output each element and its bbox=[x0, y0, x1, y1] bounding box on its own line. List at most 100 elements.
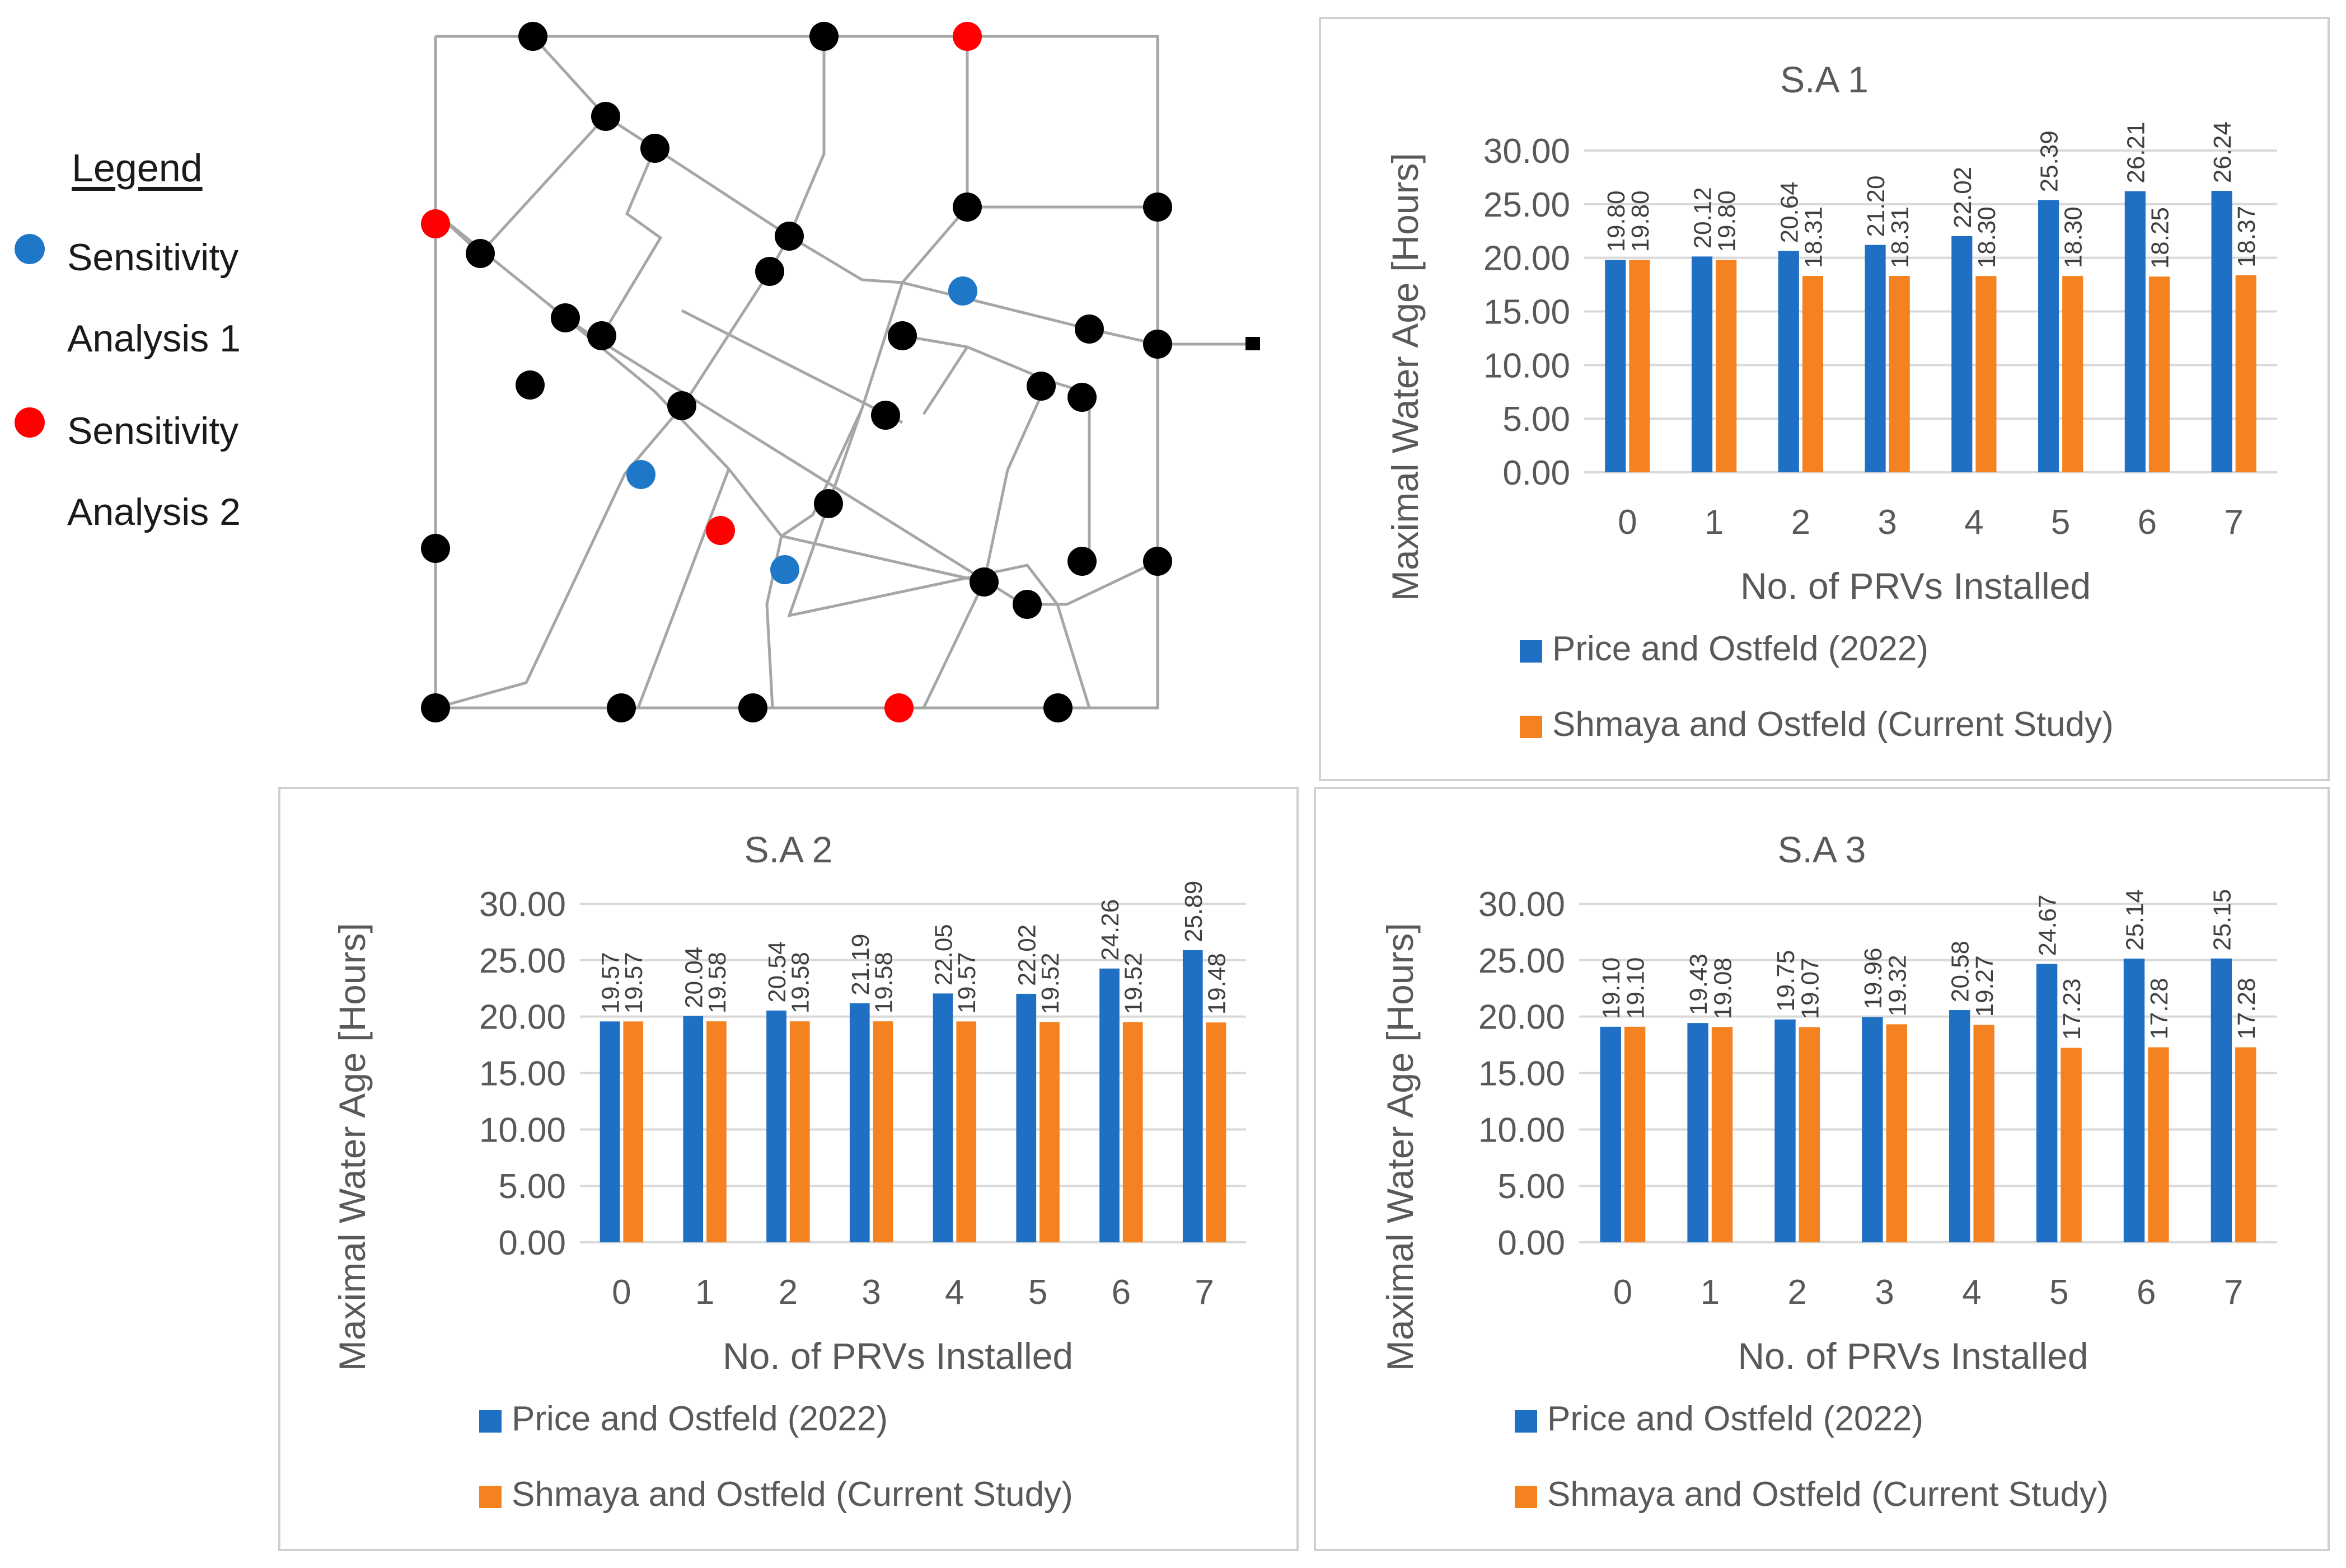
legend-entry: Shmaya and Ostfeld (Current Study) bbox=[1515, 1475, 2109, 1514]
bar-price-ostfeld bbox=[1951, 236, 1973, 472]
legend-swatch-icon bbox=[1515, 1485, 1537, 1508]
data-label: 22.02 bbox=[1949, 167, 1977, 228]
y-axis-label: Maximal Water Age [Hours] bbox=[1379, 923, 1421, 1371]
data-label: 20.04 bbox=[680, 947, 708, 1008]
legend-entry: Price and Ostfeld (2022) bbox=[479, 1399, 888, 1439]
legend-swatch-icon bbox=[479, 1410, 502, 1433]
y-tick-label: 15.00 bbox=[479, 1055, 566, 1093]
junction-node bbox=[1075, 314, 1104, 344]
blue-dot-icon bbox=[15, 234, 45, 264]
bar-shmaya-ostfeld bbox=[1122, 1022, 1143, 1242]
data-label: 19.57 bbox=[620, 952, 648, 1013]
network-nodes bbox=[421, 22, 1172, 722]
junction-node bbox=[640, 134, 669, 163]
data-label: 19.57 bbox=[597, 952, 625, 1013]
x-tick-label: 0 bbox=[612, 1273, 631, 1312]
x-tick-label: 0 bbox=[1618, 503, 1637, 542]
data-label: 19.10 bbox=[1622, 957, 1650, 1019]
data-label: 17.28 bbox=[2233, 978, 2260, 1039]
chart-title: S.A 3 bbox=[1777, 829, 1866, 870]
data-label: 19.48 bbox=[1203, 953, 1230, 1015]
data-label: 20.12 bbox=[1689, 187, 1717, 248]
bar-shmaya-ostfeld bbox=[706, 1021, 727, 1242]
legend-entry: Shmaya and Ostfeld (Current Study) bbox=[1520, 705, 2114, 744]
legend-title: Legend bbox=[72, 146, 203, 190]
pipe-j bbox=[765, 407, 864, 708]
x-tick-label: 4 bbox=[1964, 503, 1983, 542]
data-label: 19.27 bbox=[1971, 955, 1998, 1017]
bar-price-ostfeld bbox=[1099, 968, 1120, 1242]
junction-node bbox=[421, 534, 450, 563]
x-tick-label: 2 bbox=[1791, 503, 1810, 542]
data-label: 18.30 bbox=[2060, 206, 2087, 268]
legend-entry: Shmaya and Ostfeld (Current Study) bbox=[479, 1475, 1073, 1514]
data-label: 22.02 bbox=[1013, 924, 1041, 986]
data-label: 25.15 bbox=[2208, 889, 2236, 951]
sensitivity-2-node bbox=[706, 516, 735, 545]
data-label: 19.58 bbox=[787, 952, 814, 1013]
chart-panel-sa2: S.A 2 0.00 5.00 10.00 15.00 20.00 25.00 30.00 19… bbox=[278, 787, 1299, 1551]
bar-price-ostfeld bbox=[1949, 1010, 1970, 1242]
data-label: 26.21 bbox=[2122, 122, 2150, 184]
bar-shmaya-ostfeld bbox=[1975, 276, 1997, 472]
data-label: 25.14 bbox=[2121, 889, 2148, 951]
bar-price-ostfeld bbox=[2211, 191, 2232, 472]
x-axis-label: No. of PRVs Installed bbox=[1740, 565, 2091, 607]
reservoir-icon bbox=[1245, 337, 1260, 350]
bar-shmaya-ostfeld bbox=[1716, 260, 1737, 472]
chart-panel-sa3: S.A 3 0.00 5.00 10.00 15.00 20.00 25.00 30.00 19… bbox=[1314, 787, 2330, 1551]
data-label: 19.52 bbox=[1120, 952, 1148, 1014]
sensitivity-2-node bbox=[953, 22, 982, 51]
data-label: 19.80 bbox=[1627, 190, 1654, 252]
data-label: 19.08 bbox=[1710, 957, 1737, 1019]
data-label: 26.24 bbox=[2209, 121, 2236, 183]
legend-label-line2: Analysis 2 bbox=[67, 491, 241, 533]
pipe-diagonal-1 bbox=[532, 35, 1158, 346]
x-tick-label: 6 bbox=[2137, 1273, 2156, 1312]
junction-node bbox=[888, 321, 917, 350]
y-tick-label: 15.00 bbox=[1483, 293, 1570, 332]
y-tick-label: 20.00 bbox=[479, 998, 566, 1037]
bar-shmaya-ostfeld bbox=[2148, 1047, 2169, 1242]
junction-node bbox=[1027, 372, 1056, 401]
sensitivity-1-node bbox=[948, 276, 977, 306]
junction-node bbox=[1067, 547, 1097, 576]
bar-price-ostfeld bbox=[766, 1010, 786, 1242]
bar-price-ostfeld bbox=[2124, 191, 2146, 472]
bar-price-ostfeld bbox=[1687, 1023, 1708, 1242]
data-label: 18.31 bbox=[1886, 206, 1914, 268]
y-tick-label: 0.00 bbox=[1502, 454, 1570, 492]
bar-chart: 0.005.0010.0015.0020.0025.0030.0019.8019… bbox=[1483, 121, 2277, 542]
data-label: 18.30 bbox=[1973, 206, 2001, 268]
data-label: 18.25 bbox=[2146, 207, 2174, 269]
y-tick-label: 5.00 bbox=[1497, 1167, 1565, 1206]
data-label: 19.10 bbox=[1598, 957, 1625, 1019]
legend-swatch-icon bbox=[1520, 640, 1542, 663]
y-tick-label: 0.00 bbox=[498, 1224, 566, 1262]
junction-node bbox=[587, 321, 616, 350]
data-label: 19.80 bbox=[1713, 190, 1741, 252]
y-tick-label: 0.00 bbox=[1497, 1224, 1565, 1262]
x-axis-label: No. of PRVs Installed bbox=[723, 1335, 1074, 1377]
red-dot-icon bbox=[15, 407, 45, 438]
pipe-i bbox=[636, 468, 731, 708]
x-axis-label: No. of PRVs Installed bbox=[1738, 1335, 2089, 1377]
bar-shmaya-ostfeld bbox=[873, 1021, 893, 1242]
pipe-network-diagram bbox=[421, 22, 1260, 722]
bar-shmaya-ostfeld bbox=[2235, 1047, 2256, 1242]
y-tick-label: 30.00 bbox=[479, 885, 566, 924]
junction-node bbox=[518, 22, 547, 51]
legend-swatch-icon bbox=[479, 1485, 502, 1508]
bar-shmaya-ostfeld bbox=[956, 1021, 977, 1242]
junction-node bbox=[516, 370, 545, 400]
data-label: 19.80 bbox=[1603, 190, 1630, 252]
sensitivity-1-node bbox=[626, 460, 655, 489]
junction-node bbox=[809, 22, 839, 51]
x-tick-label: 5 bbox=[2049, 1273, 2068, 1312]
sensitivity-2-node bbox=[884, 693, 914, 722]
legend-label-line1: Sensitivity bbox=[67, 410, 239, 452]
legend-label: Shmaya and Ostfeld (Current Study) bbox=[1552, 705, 2114, 744]
data-label: 22.05 bbox=[930, 924, 958, 985]
x-tick-label: 7 bbox=[2224, 503, 2243, 542]
junction-node bbox=[871, 401, 900, 430]
